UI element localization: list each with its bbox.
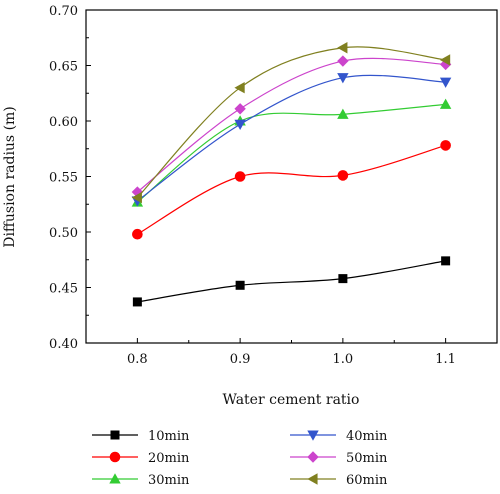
legend-marker: [109, 473, 121, 484]
legend-item-40min: 40min: [290, 429, 388, 444]
legend: 10min 20min 30min 40min 50min 60min: [92, 429, 388, 488]
series-40min: [131, 73, 452, 207]
legend-label: 10min: [148, 429, 190, 444]
series-line-60min: [136, 46, 446, 198]
data-point-10min: [235, 280, 245, 290]
data-point-50min: [131, 186, 144, 198]
y-tick-label: 0.50: [49, 226, 78, 241]
y-axis: 0.40 0.45 0.50 0.55 0.60 0.65 0.70: [49, 4, 91, 352]
data-point-50min: [439, 58, 452, 71]
series-line-40min: [137, 74, 446, 202]
legend-label: 30min: [148, 473, 190, 488]
series-line-10min: [137, 260, 446, 303]
data-point-20min: [234, 171, 246, 182]
data-point-50min: [337, 55, 349, 67]
data-point-30min: [439, 98, 452, 109]
y-tick-label: 0.65: [49, 60, 78, 75]
legend-marker: [110, 430, 120, 440]
series-layer: [131, 42, 452, 307]
legend-marker: [307, 430, 319, 441]
x-tick-label: 1.0: [333, 352, 354, 367]
series-20min: [132, 140, 451, 240]
legend-label: 60min: [346, 473, 388, 488]
data-point-10min: [132, 297, 142, 307]
series-line-20min: [137, 144, 446, 235]
data-point-40min: [439, 77, 452, 88]
data-point-30min: [337, 108, 349, 119]
data-point-20min: [132, 228, 143, 240]
data-point-60min: [234, 82, 245, 94]
series-60min: [131, 42, 451, 204]
y-tick-label: 0.55: [49, 171, 78, 186]
legend-label: 40min: [346, 429, 388, 444]
x-tick-label: 1.1: [435, 352, 456, 367]
series-line-50min: [136, 57, 446, 193]
y-axis-title: Diffusion radius (m): [2, 106, 18, 248]
data-point-50min: [234, 103, 246, 115]
data-point-40min: [234, 119, 246, 131]
data-point-60min: [439, 54, 451, 66]
series-50min: [131, 55, 452, 198]
x-axis-title: Water cement ratio: [223, 392, 360, 408]
legend-marker: [307, 451, 319, 463]
y-tick-label: 0.45: [49, 282, 78, 297]
legend-item-30min: 30min: [92, 473, 190, 488]
y-tick-label: 0.60: [49, 115, 78, 130]
legend-label: 20min: [148, 451, 190, 466]
x-axis: 0.8 0.9 1.0 1.1: [127, 338, 456, 367]
legend-item-60min: 60min: [290, 473, 388, 488]
data-point-10min: [441, 256, 451, 266]
legend-item-20min: 20min: [92, 451, 190, 466]
x-tick-label: 0.9: [230, 352, 251, 367]
x-tick-label: 0.8: [127, 352, 148, 367]
y-tick-label: 0.40: [49, 337, 78, 352]
legend-item-10min: 10min: [92, 429, 190, 444]
data-point-60min: [337, 42, 348, 54]
legend-marker: [307, 473, 318, 485]
series-30min: [131, 98, 452, 207]
series-10min: [132, 256, 451, 307]
legend-label: 50min: [346, 451, 388, 466]
data-point-40min: [337, 73, 349, 84]
data-point-20min: [337, 170, 349, 181]
data-point-20min: [440, 140, 451, 151]
data-point-60min: [131, 191, 142, 204]
y-tick-label: 0.70: [49, 4, 78, 19]
legend-marker: [109, 451, 121, 463]
data-point-10min: [338, 274, 348, 284]
legend-item-50min: 50min: [290, 451, 388, 466]
series-line-30min: [137, 103, 446, 203]
